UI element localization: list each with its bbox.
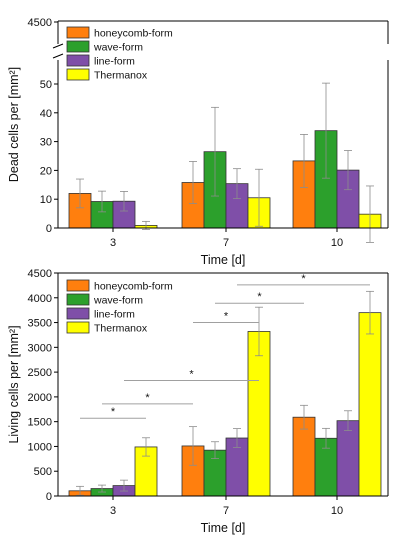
x-tick-label: 7	[223, 237, 229, 249]
y-tick-label: 0	[46, 491, 52, 503]
bar-thermanox-day-10	[358, 312, 382, 497]
y-tick-label: 3500	[28, 318, 52, 330]
bar-line-day-10	[336, 420, 360, 497]
y-tick-label: 3000	[28, 342, 52, 354]
legend: honeycomb-form wave-form line-form Thermano…	[66, 279, 173, 335]
x-tick-label: 3	[110, 505, 116, 517]
chart-panel-living-cells: 0 500 1000 1500 2000 2500 3000 3500 4000 4500 3 7 10…	[7, 268, 389, 535]
legend-swatch-honeycomb	[66, 26, 90, 39]
y-tick-label: 50	[40, 79, 52, 91]
legend-swatch-thermanox	[66, 68, 90, 81]
y-tick-label: 30	[40, 137, 52, 149]
y-tick-label: 4000	[28, 293, 52, 305]
y-tick-label: 4500	[28, 268, 52, 280]
y-tick-label: 4500	[28, 17, 52, 29]
x-tick-label: 10	[331, 505, 343, 517]
legend-label-thermanox: Thermanox	[94, 70, 148, 82]
axis-break-mark-upper	[52, 43, 64, 49]
legend-swatch-wave	[66, 40, 90, 53]
x-tick-label: 10	[331, 237, 343, 249]
y-axis-title: Dead cells per [mm²]	[7, 67, 21, 182]
y-tick-label: 1500	[28, 417, 52, 429]
y-tick-label: 40	[40, 108, 52, 120]
legend-swatch-line	[66, 54, 90, 67]
legend-label-thermanox: Thermanox	[94, 323, 148, 335]
legend-label-wave: wave-form	[93, 295, 143, 307]
significance-star: *	[301, 273, 306, 285]
y-axis-title: Living cells per [mm²]	[7, 325, 21, 443]
y-tick-label: 500	[34, 466, 52, 478]
y-tick-label: 2500	[28, 367, 52, 379]
x-tick-label: 3	[110, 237, 116, 249]
legend-label-honeycomb: honeycomb-form	[94, 281, 173, 293]
legend: honeycomb-form wave-form line-form Thermano…	[66, 26, 173, 82]
significance-star: *	[189, 369, 194, 381]
significance-star: *	[257, 291, 262, 303]
x-axis-title: Time [d]	[201, 253, 246, 267]
y-tick-label: 20	[40, 165, 52, 177]
legend-swatch-line	[66, 307, 90, 320]
x-tick-label: 7	[223, 505, 229, 517]
y-tick-label: 1000	[28, 441, 52, 453]
legend-label-wave: wave-form	[93, 42, 143, 54]
significance-star: *	[224, 311, 229, 323]
x-axis-title: Time [d]	[201, 521, 246, 535]
legend-swatch-wave	[66, 293, 90, 306]
y-tick-label: 10	[40, 194, 52, 206]
axis-break-mark-lower	[52, 53, 64, 59]
legend-label-line: line-form	[94, 309, 135, 321]
legend-swatch-thermanox	[66, 321, 90, 334]
y-tick-label: 2000	[28, 392, 52, 404]
significance-star: *	[145, 392, 150, 404]
legend-label-line: line-form	[94, 56, 135, 68]
chart-panel-dead-cells: 0 10 20 30 40 50 4500 3 7 10 Time [d] Dead cells pe…	[7, 17, 389, 267]
significance-star: *	[111, 406, 116, 418]
y-tick-label: 0	[46, 223, 52, 235]
legend-label-honeycomb: honeycomb-form	[94, 28, 173, 40]
legend-swatch-honeycomb	[66, 279, 90, 292]
